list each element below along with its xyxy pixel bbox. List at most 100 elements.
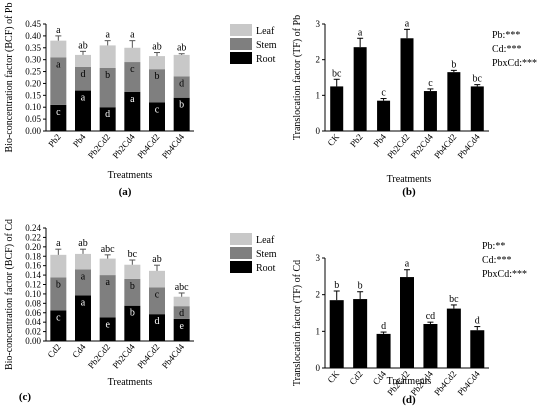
significance-letter: b [105,70,110,81]
bar-segment-root [173,318,190,341]
y-tick-label: 0.25 [25,67,41,77]
anova-significance: PbxCd:*** [492,58,537,69]
y-tick-label: 0.40 [25,31,41,41]
y-tick-label: 0.45 [25,19,41,29]
y-tick-label: 0.00 [25,126,41,136]
significance-letter: a [81,297,86,308]
chart-panel-1: 0.00 0.05 0.10 0.15 0.200.25 0.30 0.35 0.40 0.45… [4,3,277,198]
chart-panel-2: 0 1 2 3 bc CK a Pb2 c Pb4 a Pb2Cd2 c Pb2Cd4 b Pb4Cd2 bc P… [292,15,537,198]
bar [447,72,461,131]
significance-letter: b [130,281,135,292]
y-tick-label: 0.18 [25,251,41,261]
significance-letter: d [475,316,480,327]
significance-letter: a [358,27,363,38]
bar-segment-stem [124,62,141,92]
x-tick-label: Cd2 [46,342,63,360]
significance-letter: a [130,30,135,41]
bar-segment-leaf [173,296,190,307]
y-tick-label: 0.30 [25,55,41,65]
legend-swatch-root [230,52,252,64]
x-tick-label: Pb2 [46,132,63,149]
significance-letter: a [81,271,86,282]
legend-label: Stem [256,249,277,260]
bar [353,299,368,368]
y-tick-label: 0.05 [25,114,41,124]
bar-segment-leaf [99,45,116,68]
significance-letter: a [56,238,61,249]
x-tick-label: Pb2Cd2 [86,342,112,371]
chart-panel-4: 0123bCKbCd2dCd4aPb2Cd2cdPb2Cd4bcPb4Cd2dP… [292,241,527,406]
bar-segment-stem [50,277,67,311]
y-tick-label: 0.04 [25,317,41,327]
significance-letter: b [130,308,135,319]
significance-letter: e [179,321,184,332]
bar-segment-leaf [124,264,141,279]
significance-letter: bc [473,74,483,85]
legend-swatch-stem [230,247,252,259]
x-tick-label: Pb4Cd2 [135,132,161,161]
significance-letter: a [56,59,61,70]
y-axis-title: Bio-concentration factor (BCF) of Cd [4,219,15,370]
legend-label: Root [256,54,276,65]
significance-letter: c [130,64,135,75]
y-tick-label: 0.24 [25,223,41,233]
legend-label: Leaf [256,26,275,37]
chart-panel-3: 0.000.020.040.060.080.100.120.140.160.18… [4,219,277,403]
bar [470,330,485,368]
bar-segment-leaf [50,254,67,278]
legend-label: Leaf [256,235,275,246]
y-tick-label: 0 [316,363,321,373]
significance-letter: ab [152,42,161,53]
bar-segment-leaf [173,54,190,77]
significance-letter: ab [152,254,161,265]
bar [423,324,438,368]
significance-letter: c [56,312,61,323]
legend-label: Root [256,263,276,274]
bar-segment-stem [99,67,116,108]
y-axis-title: Translocation factor (TF) of Pb [292,15,303,140]
significance-letter: ab [78,238,87,249]
significance-letter: c [428,78,433,89]
significance-letter: a [105,30,110,41]
x-tick-label: Pb4Cd2 [135,342,161,371]
y-tick-label: 0.14 [25,270,41,280]
y-tick-label: 0.02 [25,327,41,337]
significance-letter: b [334,280,339,291]
panel-label: (d) [402,394,416,406]
y-axis-title: Translocation factor (TF) of Cd [292,260,303,386]
legend-swatch-stem [230,38,252,50]
anova-significance: Pb:*** [492,30,520,41]
x-tick-label: Pb2 [348,132,365,149]
panel-label: (c) [19,391,32,403]
x-tick-label: Pb2Cd2 [385,132,411,161]
x-tick-label: Pb4Cd4 [456,131,483,160]
x-tick-label: Pb2Cd4 [111,341,138,370]
significance-letter: c [381,88,386,99]
x-tick-label: Pb4Cd4 [160,341,187,370]
bar-segment-leaf [124,47,141,63]
significance-letter: d [105,109,110,120]
significance-letter: b [451,59,456,70]
bar-segment-leaf [75,253,91,270]
significance-letter: abc [101,244,115,255]
bar-segment-root [75,90,91,131]
significance-letter: b [358,281,363,292]
y-tick-label: 3 [316,253,321,263]
significance-letter: b [56,279,61,290]
bar-segment-root [124,91,141,131]
y-tick-label: 0.15 [25,90,41,100]
legend-label: Stem [256,40,277,51]
bar-segment-root [50,310,67,341]
y-tick-label: 1 [316,326,321,336]
bar [330,86,344,131]
y-tick-label: 3 [316,19,321,29]
x-tick-label: Cd2 [347,369,364,387]
bar-segment-leaf [149,56,165,70]
panel-label: (b) [402,186,416,198]
bar-segment-stem [50,57,67,105]
x-tick-label: Pb4Cd4 [160,131,187,160]
bar [329,300,344,368]
y-tick-label: 0.10 [25,102,41,112]
x-axis-title: Treatments [108,377,153,388]
bar-segment-root [99,107,116,131]
